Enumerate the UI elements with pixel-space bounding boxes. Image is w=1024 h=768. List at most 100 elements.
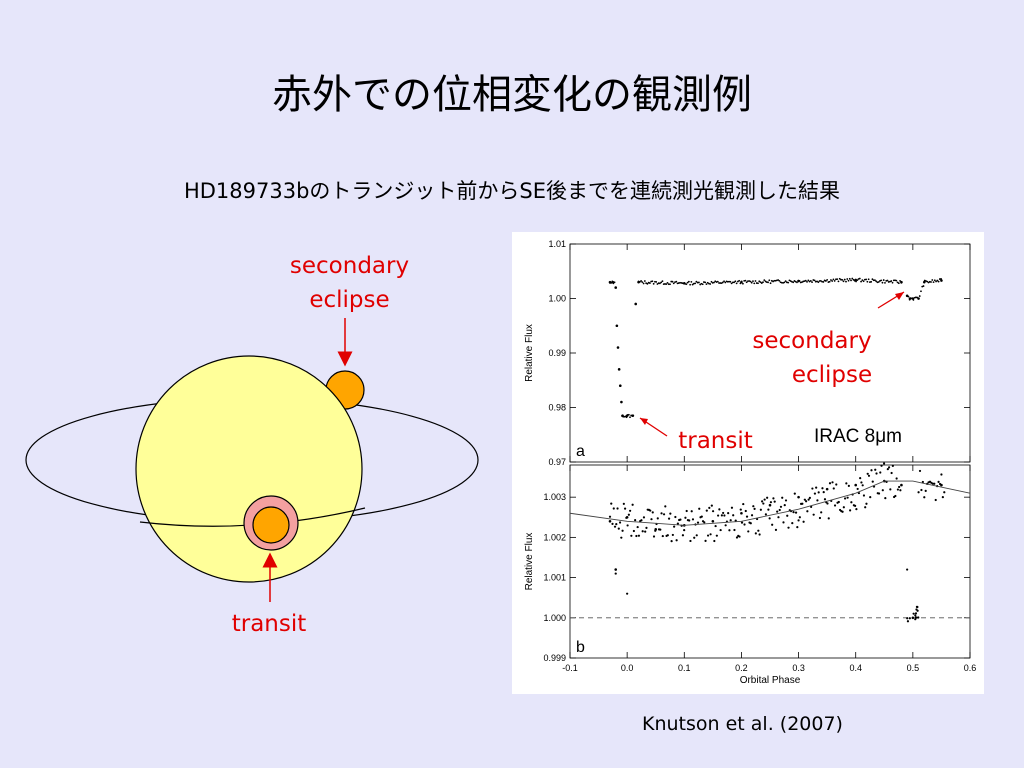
orbit-diagram [25,318,479,602]
data-point [823,498,827,501]
plot-secondary-line2: eclipse [791,362,873,388]
data-point [864,506,867,509]
data-point [686,281,689,284]
data-point [850,279,852,282]
data-point [787,526,790,529]
data-point [636,525,639,529]
data-point [723,514,726,517]
data-point [717,514,720,517]
data-point [709,283,712,285]
data-point [613,525,617,528]
data-point [866,280,869,283]
data-point [608,519,612,523]
data-point [797,495,800,499]
data-point [813,492,817,495]
data-point [612,507,615,510]
data-point [782,521,785,524]
data-point [644,530,647,533]
data-point [711,519,715,523]
data-point [620,400,623,404]
data-point [924,489,927,492]
data-point [659,528,662,531]
data-point [768,517,771,520]
data-point [920,290,922,293]
data-point [754,280,757,282]
data-point [689,539,692,543]
data-point [691,283,694,286]
data-point [705,509,708,512]
data-point [923,496,926,499]
data-point [625,416,628,419]
data-point [822,491,825,494]
data-point [882,462,886,465]
data-point [615,324,619,328]
data-point [826,502,829,505]
data-point [728,529,731,532]
data-point [811,281,813,284]
data-point [817,281,820,284]
data-point [861,484,864,487]
data-point [710,280,713,283]
data-point [801,502,804,505]
data-point [683,529,686,532]
data-point [895,477,898,480]
data-point [739,282,742,285]
plot-secondary-label: secondary eclipse [742,324,882,392]
data-point [764,513,767,516]
data-point [796,281,798,284]
data-point [906,620,910,623]
data-point [763,279,766,282]
data-point [626,592,629,595]
data-point [884,281,886,284]
data-point [846,496,849,499]
data-point [750,281,753,284]
data-point [685,283,688,286]
data-point [642,516,646,519]
data-point [807,498,810,501]
data-point [943,491,946,494]
data-point [666,281,669,284]
data-point [651,280,654,283]
data-point [739,508,742,511]
data-point [757,282,759,285]
data-point [792,511,795,514]
data-point [906,568,909,571]
data-point [917,298,920,300]
data-point [706,281,709,284]
data-point [833,504,837,507]
data-point [769,282,772,285]
data-point [703,521,706,524]
data-point [754,532,757,535]
data-point [806,510,809,513]
data-point [842,506,845,509]
data-point [812,513,815,516]
data-point [732,514,735,517]
data-point [768,279,771,282]
data-point [937,480,940,483]
data-point [776,510,779,513]
plot-secondary-arrowhead [895,292,904,300]
plot-secondary-line1: secondary [752,328,872,354]
data-point [849,509,852,512]
data-point [749,280,752,283]
page-subtitle: HD189733bのトランジット前からSE後までを連続測光観測した結果 [183,179,841,203]
data-point [718,282,720,284]
data-point [899,279,901,282]
data-point [733,281,736,284]
data-point [735,282,738,285]
data-point [867,474,871,477]
data-point [675,280,678,283]
data-point [804,279,807,282]
data-point [614,572,617,575]
data-point [781,496,784,499]
data-point [926,280,929,283]
data-point [831,481,834,484]
data-point [852,278,855,281]
data-point [899,489,902,492]
data-point [920,488,923,492]
data-point [713,539,716,543]
data-point [753,282,756,285]
data-point [671,280,674,283]
data-point [933,482,936,485]
data-point [634,519,637,522]
